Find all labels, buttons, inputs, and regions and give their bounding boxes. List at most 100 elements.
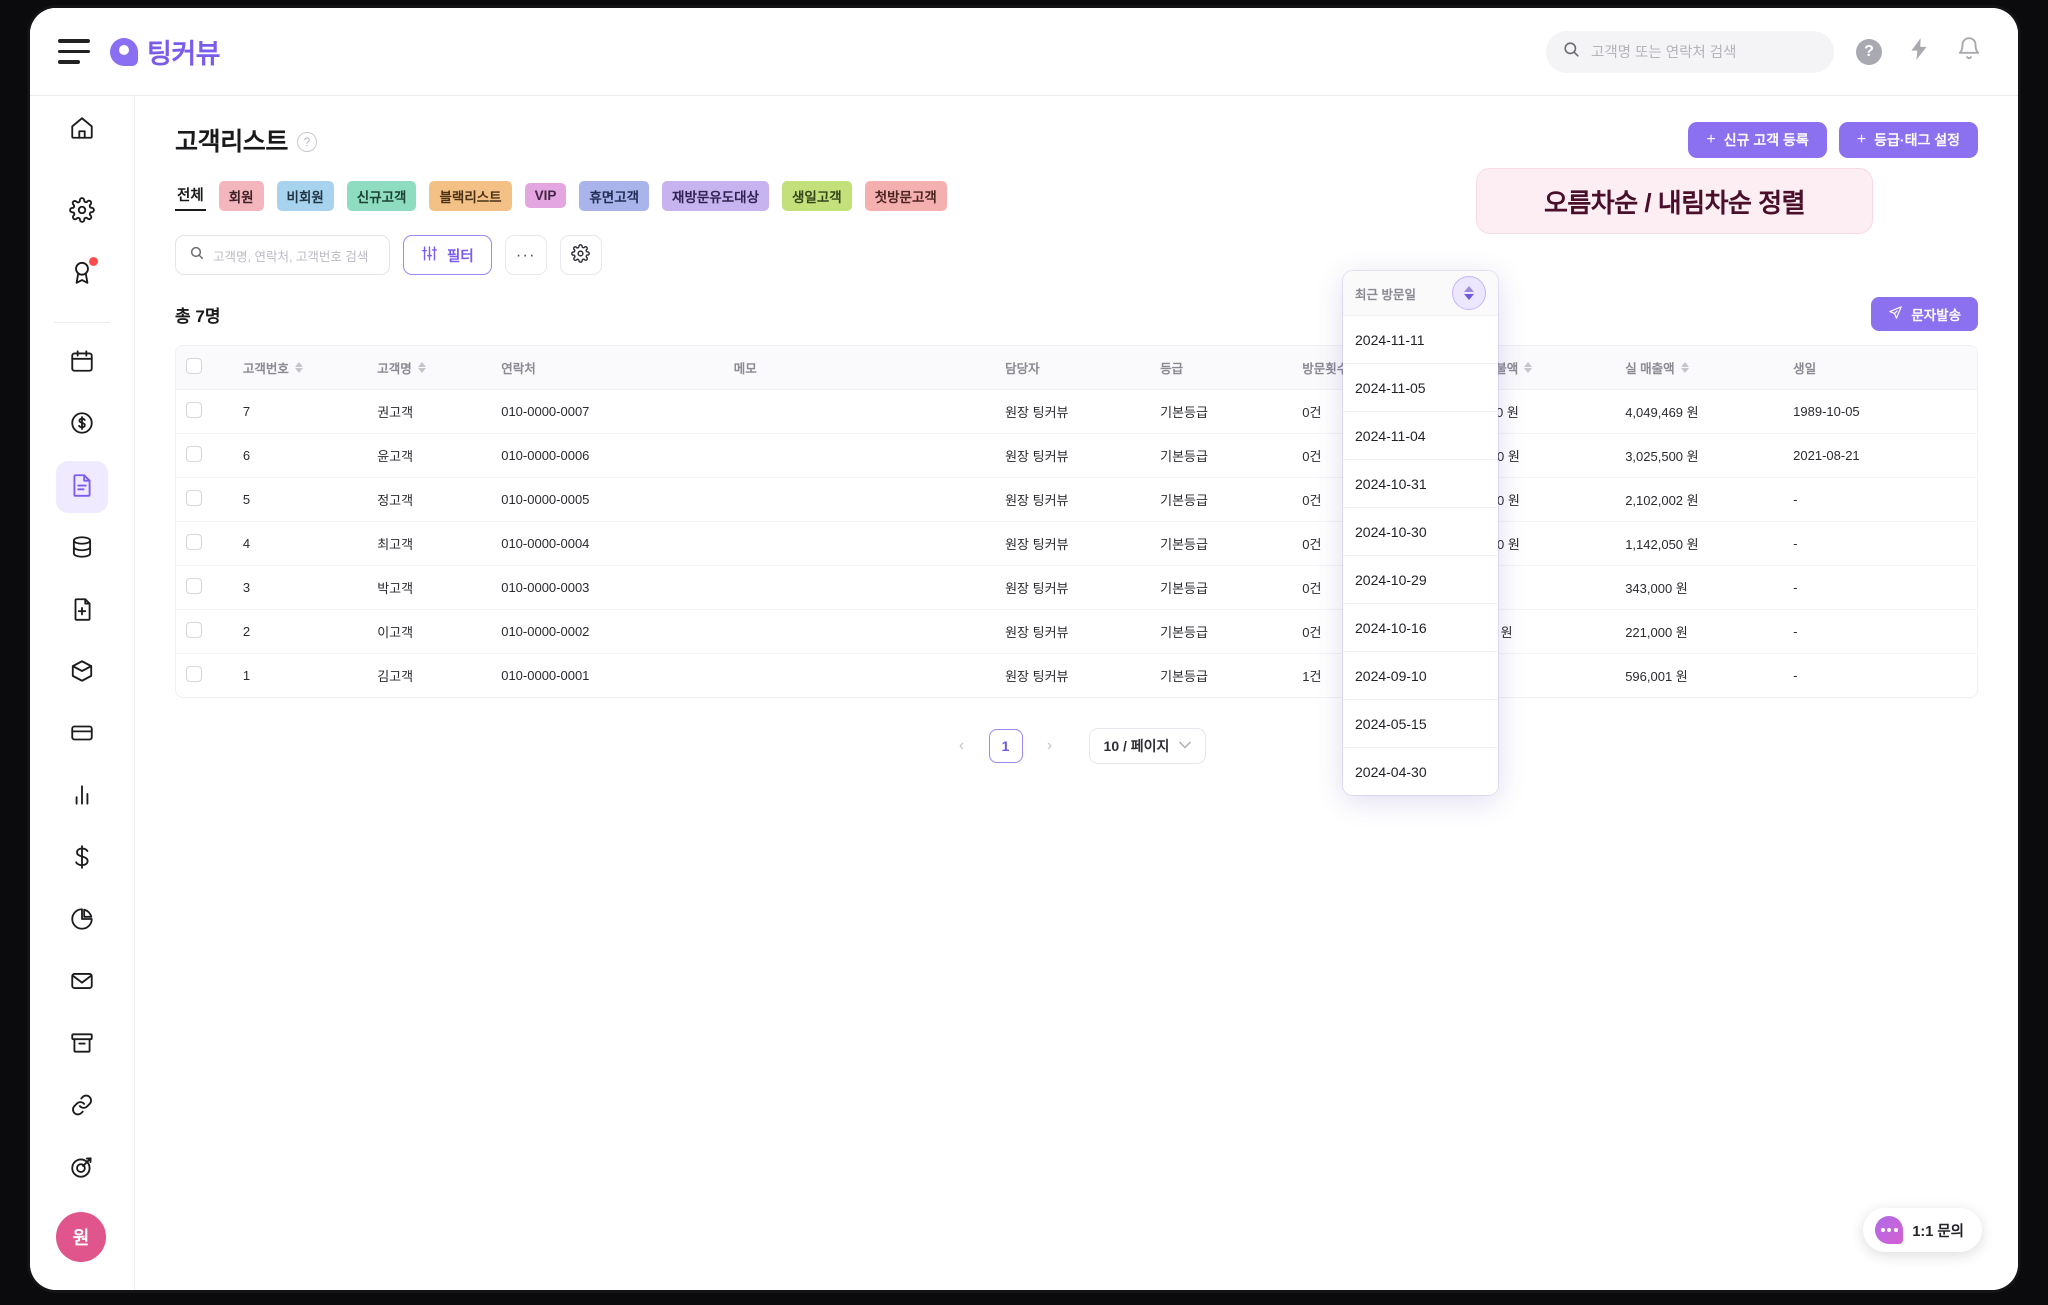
cell-no: 2 — [232, 609, 368, 654]
tag-chip[interactable]: 회원 — [218, 180, 264, 211]
row-checkbox[interactable] — [186, 666, 202, 682]
customer-search-input[interactable]: 고객명, 연락처, 고객번호 검색 — [175, 235, 390, 275]
chat-support-widget[interactable]: 1:1 문의 — [1863, 1208, 1982, 1252]
tag-chip[interactable]: 비회원 — [276, 180, 334, 211]
menu-toggle-icon[interactable] — [58, 37, 96, 67]
sidebar-item-reports[interactable] — [56, 895, 108, 947]
sidebar-item-badge[interactable] — [56, 248, 108, 300]
column-header[interactable]: 메모 — [723, 346, 996, 390]
tag-chip[interactable]: 첫방문고객 — [864, 180, 947, 211]
more-options-button[interactable]: ··· — [504, 235, 547, 275]
send-icon — [1888, 305, 1903, 323]
column-sort-toggle[interactable] — [1524, 362, 1533, 373]
sidebar-divider — [54, 322, 110, 323]
sort-option[interactable]: 2024-10-30 — [1343, 507, 1498, 555]
sidebar-item-sales[interactable] — [56, 833, 108, 885]
column-header[interactable]: 고객명 — [367, 346, 492, 390]
sort-option[interactable]: 2024-05-15 — [1343, 699, 1498, 747]
row-checkbox[interactable] — [186, 534, 202, 550]
page-number-1[interactable]: 1 — [988, 729, 1023, 763]
sort-option[interactable]: 2024-10-16 — [1343, 603, 1498, 651]
sort-option[interactable]: 2024-10-31 — [1343, 459, 1498, 507]
sidebar-item-links[interactable] — [56, 1081, 108, 1133]
per-page-select[interactable]: 10 / 페이지 — [1088, 728, 1207, 764]
tag-chip[interactable]: 생일고객 — [782, 180, 852, 211]
prev-page-button[interactable]: ‹ — [958, 737, 965, 754]
column-sort-toggle[interactable] — [294, 362, 303, 373]
tag-chip[interactable]: 신규고객 — [346, 180, 417, 211]
column-header[interactable]: 생일 — [1783, 346, 1977, 390]
sort-option[interactable]: 2024-11-11 — [1343, 315, 1498, 363]
column-header[interactable]: 고객번호 — [232, 346, 368, 390]
row-checkbox[interactable] — [186, 490, 202, 506]
avatar[interactable]: 원 — [56, 1212, 106, 1262]
filter-button[interactable]: 필터 — [403, 235, 492, 275]
column-header[interactable]: 실 매출액 — [1615, 346, 1784, 390]
tab-all[interactable]: 전체 — [175, 180, 206, 211]
tag-chip[interactable]: VIP — [524, 183, 567, 208]
left-sidebar: 원 — [30, 8, 135, 1290]
next-page-button[interactable]: › — [1046, 737, 1053, 754]
sidebar-item-new-file[interactable] — [56, 585, 108, 637]
list-toolbar: 고객명, 연락처, 고객번호 검색 필터 ··· — [135, 211, 2018, 275]
row-checkbox[interactable] — [186, 402, 202, 418]
help-button[interactable]: ? — [1854, 37, 1884, 67]
sidebar-item-customer-list[interactable] — [56, 461, 108, 513]
quick-actions-button[interactable] — [1904, 37, 1934, 67]
tag-chip[interactable]: 휴면고객 — [579, 180, 650, 211]
badge-icon — [69, 259, 95, 290]
table-settings-button[interactable] — [559, 235, 602, 275]
sort-option[interactable]: 2024-10-29 — [1343, 555, 1498, 603]
tag-chip[interactable]: 블랙리스트 — [429, 180, 512, 211]
global-search-input[interactable]: 고객명 또는 연락처 검색 — [1546, 30, 1834, 73]
send-sms-button[interactable]: 문자발송 — [1871, 297, 1978, 331]
select-all-checkbox[interactable] — [186, 358, 202, 374]
sort-option[interactable]: 2024-11-05 — [1343, 363, 1498, 411]
sort-descending-arrow-icon — [1680, 368, 1689, 373]
search-icon — [1562, 40, 1581, 64]
app-logo[interactable]: 팅커뷰 — [110, 32, 221, 71]
grade-tag-settings-button[interactable]: + 등급·태그 설정 — [1838, 122, 1978, 158]
sidebar-item-products[interactable] — [56, 647, 108, 699]
column-header-label: 생일 — [1793, 362, 1817, 376]
page-help-icon[interactable]: ? — [297, 132, 318, 152]
sort-option[interactable]: 2024-11-04 — [1343, 411, 1498, 459]
column-sort-toggle[interactable] — [1680, 362, 1689, 373]
table-head: 고객번호 고객명 연락처 메모 담당자 등급 방문횟수 잔여 선불액 실 매출액… — [176, 346, 1977, 390]
sidebar-item-payments[interactable] — [56, 399, 108, 451]
sort-ascending-arrow-icon — [417, 362, 426, 367]
tag-chip[interactable]: 재방문유도대상 — [662, 180, 769, 211]
row-checkbox[interactable] — [186, 578, 202, 594]
sidebar-item-marketing[interactable] — [56, 1143, 108, 1195]
sort-option[interactable]: 2024-04-30 — [1343, 747, 1498, 795]
column-header[interactable]: 연락처 — [491, 346, 724, 390]
column-sort-toggle[interactable] — [417, 362, 426, 373]
sidebar-item-settings[interactable] — [56, 186, 108, 238]
sidebar-item-database[interactable] — [56, 523, 108, 575]
notifications-button[interactable] — [1954, 37, 1984, 67]
cell-phone: 010-0000-0001 — [501, 668, 590, 683]
sidebar-item-archive[interactable] — [56, 1019, 108, 1071]
logo-text: 팅커뷰 — [147, 39, 221, 69]
row-checkbox[interactable] — [186, 622, 202, 638]
column-header[interactable]: 담당자 — [995, 346, 1151, 390]
sidebar-item-statistics[interactable] — [56, 771, 108, 823]
sidebar-item-card[interactable] — [56, 709, 108, 761]
sort-option[interactable]: 2024-09-10 — [1343, 651, 1498, 699]
sidebar-item-home[interactable] — [56, 104, 108, 156]
global-search-placeholder: 고객명 또는 연락처 검색 — [1591, 45, 1737, 61]
cell-no: 7 — [232, 389, 368, 434]
sidebar-item-messages[interactable] — [56, 957, 108, 1009]
sort-direction-toggle-button[interactable] — [1452, 276, 1486, 310]
column-header[interactable]: 등급 — [1150, 346, 1293, 390]
add-customer-button[interactable]: + 신규 고객 등록 — [1688, 122, 1827, 158]
row-checkbox[interactable] — [186, 446, 202, 462]
sidebar-item-calendar[interactable] — [56, 337, 108, 389]
